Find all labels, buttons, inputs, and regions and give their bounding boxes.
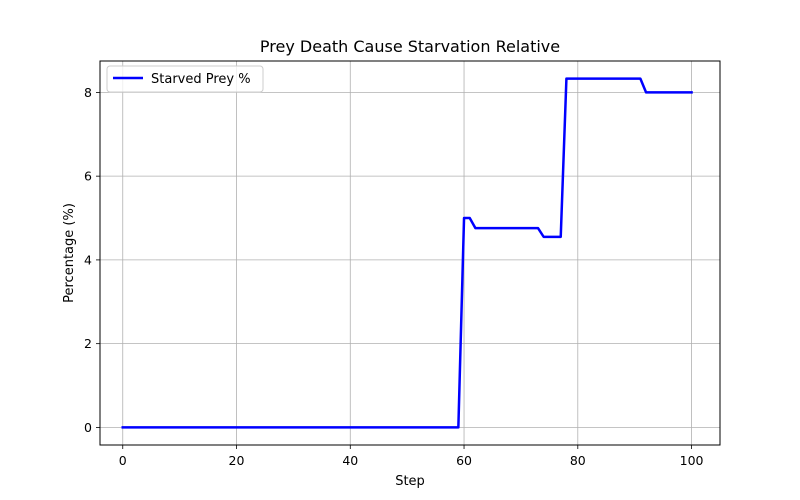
series-layer xyxy=(121,77,693,429)
legend-label: Starved Prey % xyxy=(151,72,251,87)
legend: Starved Prey % xyxy=(106,65,264,93)
plot-frame xyxy=(99,60,721,446)
y-tick-label: 4 xyxy=(84,252,92,267)
grid xyxy=(100,61,720,445)
x-axis-label: Step xyxy=(395,474,425,489)
chart-title: Prey Death Cause Starvation Relative xyxy=(260,37,560,56)
x-tick-label: 0 xyxy=(119,453,127,468)
x-tick-label: 80 xyxy=(570,453,586,468)
series-line-0 xyxy=(121,77,693,429)
y-tick-label: 2 xyxy=(84,336,92,351)
y-tick-label: 8 xyxy=(84,85,92,100)
axis-ticks: 0 20 40 60 80 100 0 2 4 6 8 xyxy=(84,85,703,468)
x-tick-label: 40 xyxy=(342,453,358,468)
y-tick-label: 0 xyxy=(84,420,92,435)
x-tick-label: 60 xyxy=(456,453,472,468)
legend-box xyxy=(106,65,264,93)
y-axis-label: Percentage (%) xyxy=(62,203,77,303)
x-tick-label: 20 xyxy=(229,453,245,468)
x-tick-label: 100 xyxy=(680,453,704,468)
y-tick-label: 6 xyxy=(84,169,92,184)
